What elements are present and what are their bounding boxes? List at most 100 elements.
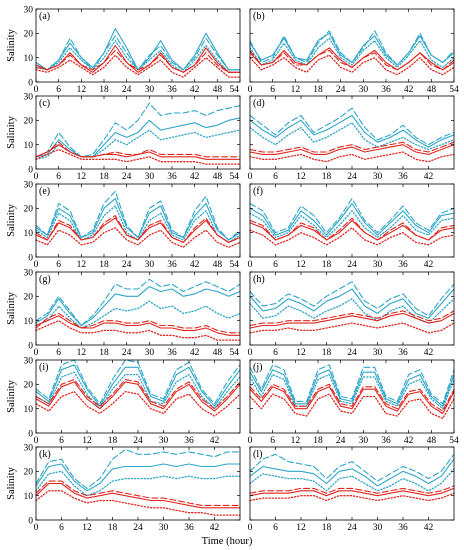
series-c-cyan-dashed xyxy=(35,102,241,158)
y-tick-label: 10 xyxy=(24,54,34,64)
x-tick-label: 42 xyxy=(404,85,414,95)
panel-grid: 0 6 12 18 24 30 36 42 48 54 0 10 20 30 (a) Salinity 0 6 12… xyxy=(6,5,459,533)
x-tick-label: 24 xyxy=(122,85,132,95)
x-tick-label: 18 xyxy=(322,172,332,182)
x-tick-label: 30 xyxy=(145,172,155,182)
x-tick-label: 12 xyxy=(296,260,306,270)
panel-frame xyxy=(249,95,455,170)
series-d-red-dashed xyxy=(249,141,455,153)
series-g-cyan-dotted xyxy=(35,300,241,329)
series-d-red-dotted xyxy=(249,151,455,163)
panel-frame xyxy=(249,446,455,521)
x-tick-label: 12 xyxy=(82,523,92,533)
x-tick-label: 24 xyxy=(336,436,346,446)
series-l-red-solid xyxy=(249,487,455,497)
x-tick-label: 18 xyxy=(322,260,332,270)
x-tick-label: 12 xyxy=(296,523,306,533)
x-tick-label: 54 xyxy=(230,172,240,182)
x-tick-label: 30 xyxy=(359,85,369,95)
panel-frame xyxy=(249,359,455,434)
series-f-cyan-dotted xyxy=(249,210,455,239)
y-tick-label: 30 xyxy=(24,356,34,366)
x-tick-label: 0 xyxy=(34,436,39,446)
x-tick-label: 54 xyxy=(449,436,459,446)
series-e-red-dashed xyxy=(35,215,241,243)
x-tick-label: 36 xyxy=(398,523,408,533)
y-tick-label: 20 xyxy=(24,293,34,303)
y-tick-label: 0 xyxy=(28,253,33,263)
series-g-red-dotted xyxy=(35,320,241,341)
x-tick-label: 30 xyxy=(373,172,383,182)
x-tick-label: 6 xyxy=(59,523,64,533)
series-h-red-dashed xyxy=(249,310,455,327)
panel-frame xyxy=(35,271,241,346)
series-k-red-dotted xyxy=(35,490,241,516)
x-tick-label: 54 xyxy=(230,260,240,270)
x-tick-label: 6 xyxy=(270,85,275,95)
x-tick-label: 18 xyxy=(99,85,109,95)
panel-b: 0 6 12 18 24 30 36 42 48 54 (b) xyxy=(248,8,459,95)
panel-e: 0 6 12 18 24 30 36 42 48 54 0 10 20 30 (e) Salinity xyxy=(6,180,241,270)
y-tick-label: 30 xyxy=(24,268,34,278)
x-tick-label: 24 xyxy=(336,85,346,95)
x-tick-label: 36 xyxy=(184,436,194,446)
series-g-red-solid xyxy=(35,315,241,336)
panel-d: 0 6 12 18 24 30 36 42 (d) xyxy=(248,95,455,182)
x-tick-label: 12 xyxy=(77,260,87,270)
series-k-cyan-dotted xyxy=(35,470,241,497)
x-tick-label: 48 xyxy=(213,348,223,358)
y-axis-label: Salinity xyxy=(6,291,17,324)
series-e-cyan-dashed xyxy=(35,190,241,241)
x-tick-label: 36 xyxy=(167,172,177,182)
x-tick-label: 0 xyxy=(34,85,39,95)
panel-frame xyxy=(249,8,455,83)
x-tick-label: 12 xyxy=(77,85,87,95)
y-tick-label: 0 xyxy=(28,341,33,351)
series-l-red-dotted xyxy=(249,492,455,502)
x-tick-label: 6 xyxy=(273,348,278,358)
x-tick-label: 30 xyxy=(159,436,169,446)
x-tick-label: 30 xyxy=(373,348,383,358)
x-tick-label: 30 xyxy=(159,523,169,533)
x-tick-label: 42 xyxy=(190,260,200,270)
panel-label: (f) xyxy=(253,186,263,197)
y-tick-label: 10 xyxy=(24,141,34,151)
x-tick-label: 6 xyxy=(273,523,278,533)
series-i-cyan-dotted xyxy=(35,371,241,410)
x-tick-label: 36 xyxy=(381,436,391,446)
series-k-red-dashed xyxy=(35,480,241,506)
x-tick-label: 42 xyxy=(210,436,220,446)
series-l-cyan-dotted xyxy=(249,468,455,492)
panel-frame xyxy=(249,271,455,346)
x-tick-label: 54 xyxy=(449,85,459,95)
series-c-red-dotted xyxy=(35,148,241,165)
y-tick-label: 20 xyxy=(24,117,34,127)
series-j-red-dotted xyxy=(249,393,455,420)
x-tick-label: 6 xyxy=(56,85,61,95)
x-tick-label: 0 xyxy=(248,523,253,533)
panel-f: 0 6 12 18 24 30 36 42 (f) xyxy=(248,183,455,270)
series-l-cyan-solid xyxy=(249,458,455,487)
x-tick-label: 42 xyxy=(190,348,200,358)
panel-label: (i) xyxy=(39,362,48,373)
y-tick-label: 10 xyxy=(24,492,34,502)
y-tick-label: 30 xyxy=(24,180,34,190)
y-tick-label: 10 xyxy=(24,317,34,327)
x-tick-label: 54 xyxy=(230,348,240,358)
series-f-red-dotted xyxy=(249,227,455,246)
series-d-cyan-dashed xyxy=(249,107,455,146)
x-tick-label: 18 xyxy=(322,523,332,533)
series-f-red-dashed xyxy=(249,217,455,241)
series-e-red-dotted xyxy=(35,227,241,248)
panel-label: (b) xyxy=(253,11,265,22)
y-axis-label: Salinity xyxy=(6,115,17,148)
y-tick-label: 0 xyxy=(28,165,33,175)
x-tick-label: 24 xyxy=(347,523,357,533)
y-axis-label: Salinity xyxy=(6,466,17,499)
series-a-red-dotted xyxy=(35,54,241,78)
x-tick-label: 48 xyxy=(213,85,223,95)
series-j-red-dashed xyxy=(249,383,455,412)
panel-i: 0 6 12 18 24 30 36 42 0 10 20 30 (i) Salinity xyxy=(6,356,241,446)
series-b-red-dashed xyxy=(249,49,455,71)
x-tick-label: 6 xyxy=(56,172,61,182)
